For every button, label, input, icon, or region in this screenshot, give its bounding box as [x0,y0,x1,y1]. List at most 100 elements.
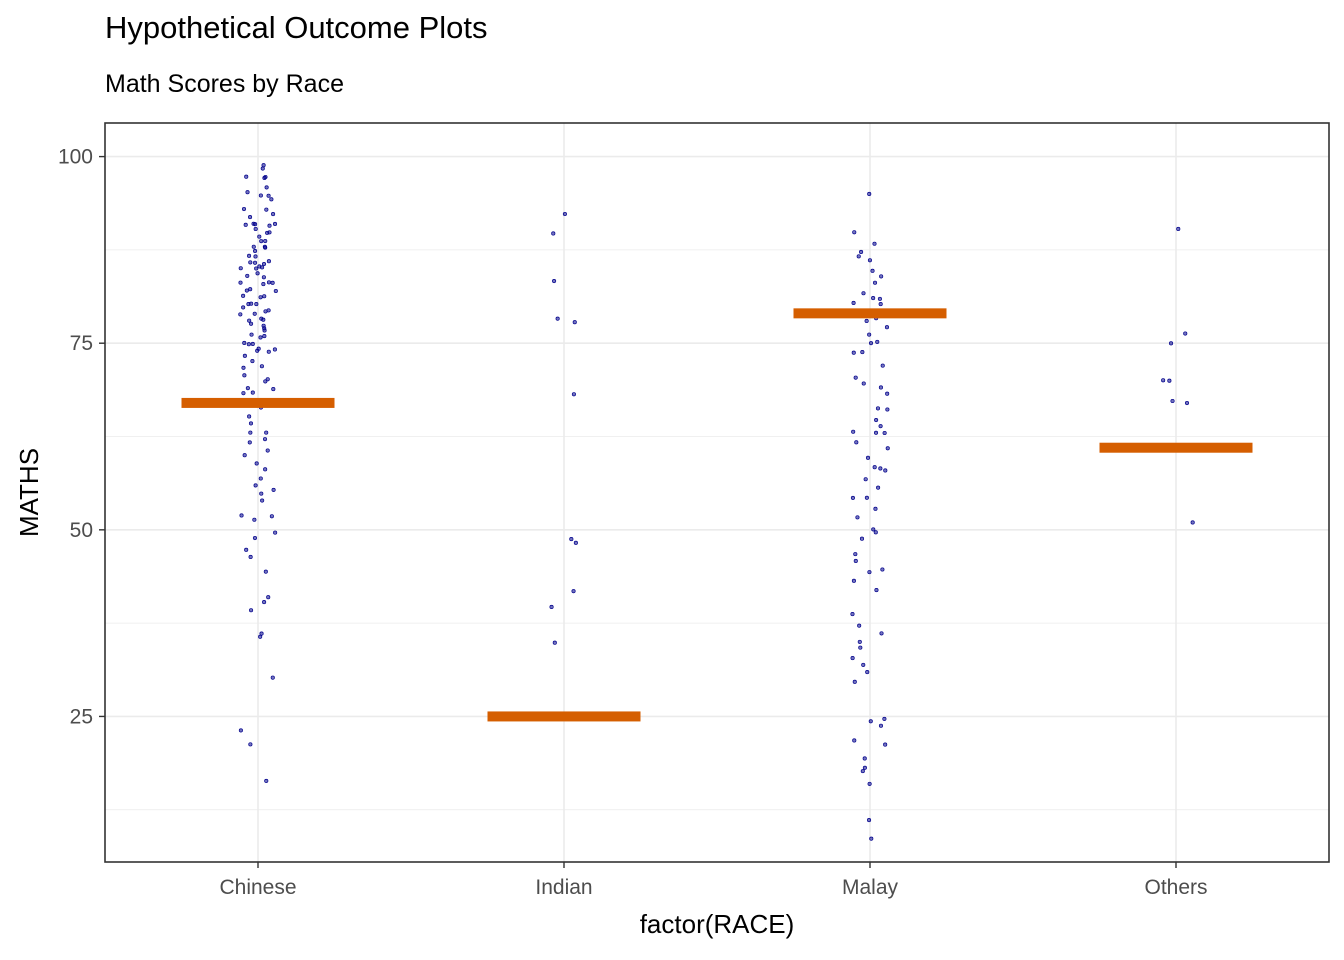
data-point [248,287,253,292]
data-point [859,249,864,255]
data-point [266,308,271,313]
data-point [252,517,257,522]
data-point [246,302,251,307]
data-point [241,206,247,212]
data-point [1190,520,1195,525]
x-tick-label: Others [1144,876,1207,899]
data-point [882,430,887,436]
data-point [247,414,252,419]
data-point [272,221,278,227]
data-point [871,527,876,532]
data-point [1170,398,1175,404]
data-point [885,407,890,412]
data-point [549,604,554,609]
data-point [258,335,263,340]
data-point [263,174,268,180]
data-point [863,477,868,482]
data-point [246,342,251,347]
data-point [883,468,888,473]
data-point [571,392,576,397]
data-point [241,391,246,396]
data-point [244,288,249,293]
chart-subtitle: Math Scores by Race [105,70,344,98]
data-point [885,391,890,396]
data-point [884,325,890,330]
data-point [856,254,861,259]
data-point [869,836,874,841]
data-point [263,379,268,384]
data-point [873,530,878,535]
data-point [238,312,243,317]
data-point [855,515,860,520]
data-point [253,226,258,232]
data-point [267,223,272,228]
data-point [243,222,248,227]
data-point [867,332,872,337]
data-point [261,275,266,280]
data-point [552,278,557,284]
data-point [854,440,859,445]
data-point [261,317,266,322]
x-axis: Chinese Indian Malay Others [219,862,1208,899]
data-point [866,818,872,823]
data-point [857,623,862,628]
data-point [878,723,884,728]
data-point [242,373,247,378]
data-point [253,254,258,259]
data-point [263,569,268,574]
data-point [867,191,872,196]
data-point [245,273,250,278]
data-point [875,406,881,411]
data-point [266,280,272,285]
data-point [867,570,872,575]
y-tick-label: 75 [70,332,93,355]
data-point [263,467,268,472]
data-point [885,446,890,451]
data-point [242,353,247,358]
data-point [264,778,269,783]
data-point [262,600,267,605]
data-point [254,302,259,307]
data-point [255,348,260,353]
data-point [255,271,260,276]
data-point [266,193,271,198]
data-point [852,679,857,684]
data-point [850,612,855,617]
data-point [242,340,247,345]
hop-bar [793,308,947,319]
data-point [260,498,265,503]
data-point [852,230,857,235]
data-point [272,347,277,352]
data-point [248,554,253,560]
data-point [569,537,574,542]
data-point [871,296,876,301]
data-point [261,282,266,287]
data-point [874,417,879,423]
x-axis-title: factor(RACE) [640,909,795,939]
data-point [868,341,874,346]
data-point [269,514,274,519]
data-point [850,656,855,661]
data-point [860,769,865,774]
data-point [259,239,264,244]
data-point [264,185,269,190]
y-tick-label: 50 [70,519,93,542]
x-tick-label: Indian [535,876,592,899]
data-point [239,513,244,518]
data-point [555,316,560,321]
hop-bar [1099,442,1253,453]
data-point [850,495,855,500]
data-point [262,328,267,333]
y-axis-title: MATHS [14,448,44,537]
data-point [266,349,271,354]
data-point [877,296,882,301]
data-point [878,466,883,471]
data-point [254,266,259,271]
data-point [875,339,880,344]
data-point [858,645,863,650]
data-point [870,268,875,273]
data-point [264,207,269,212]
data-point [252,311,257,316]
data-point [258,295,263,300]
